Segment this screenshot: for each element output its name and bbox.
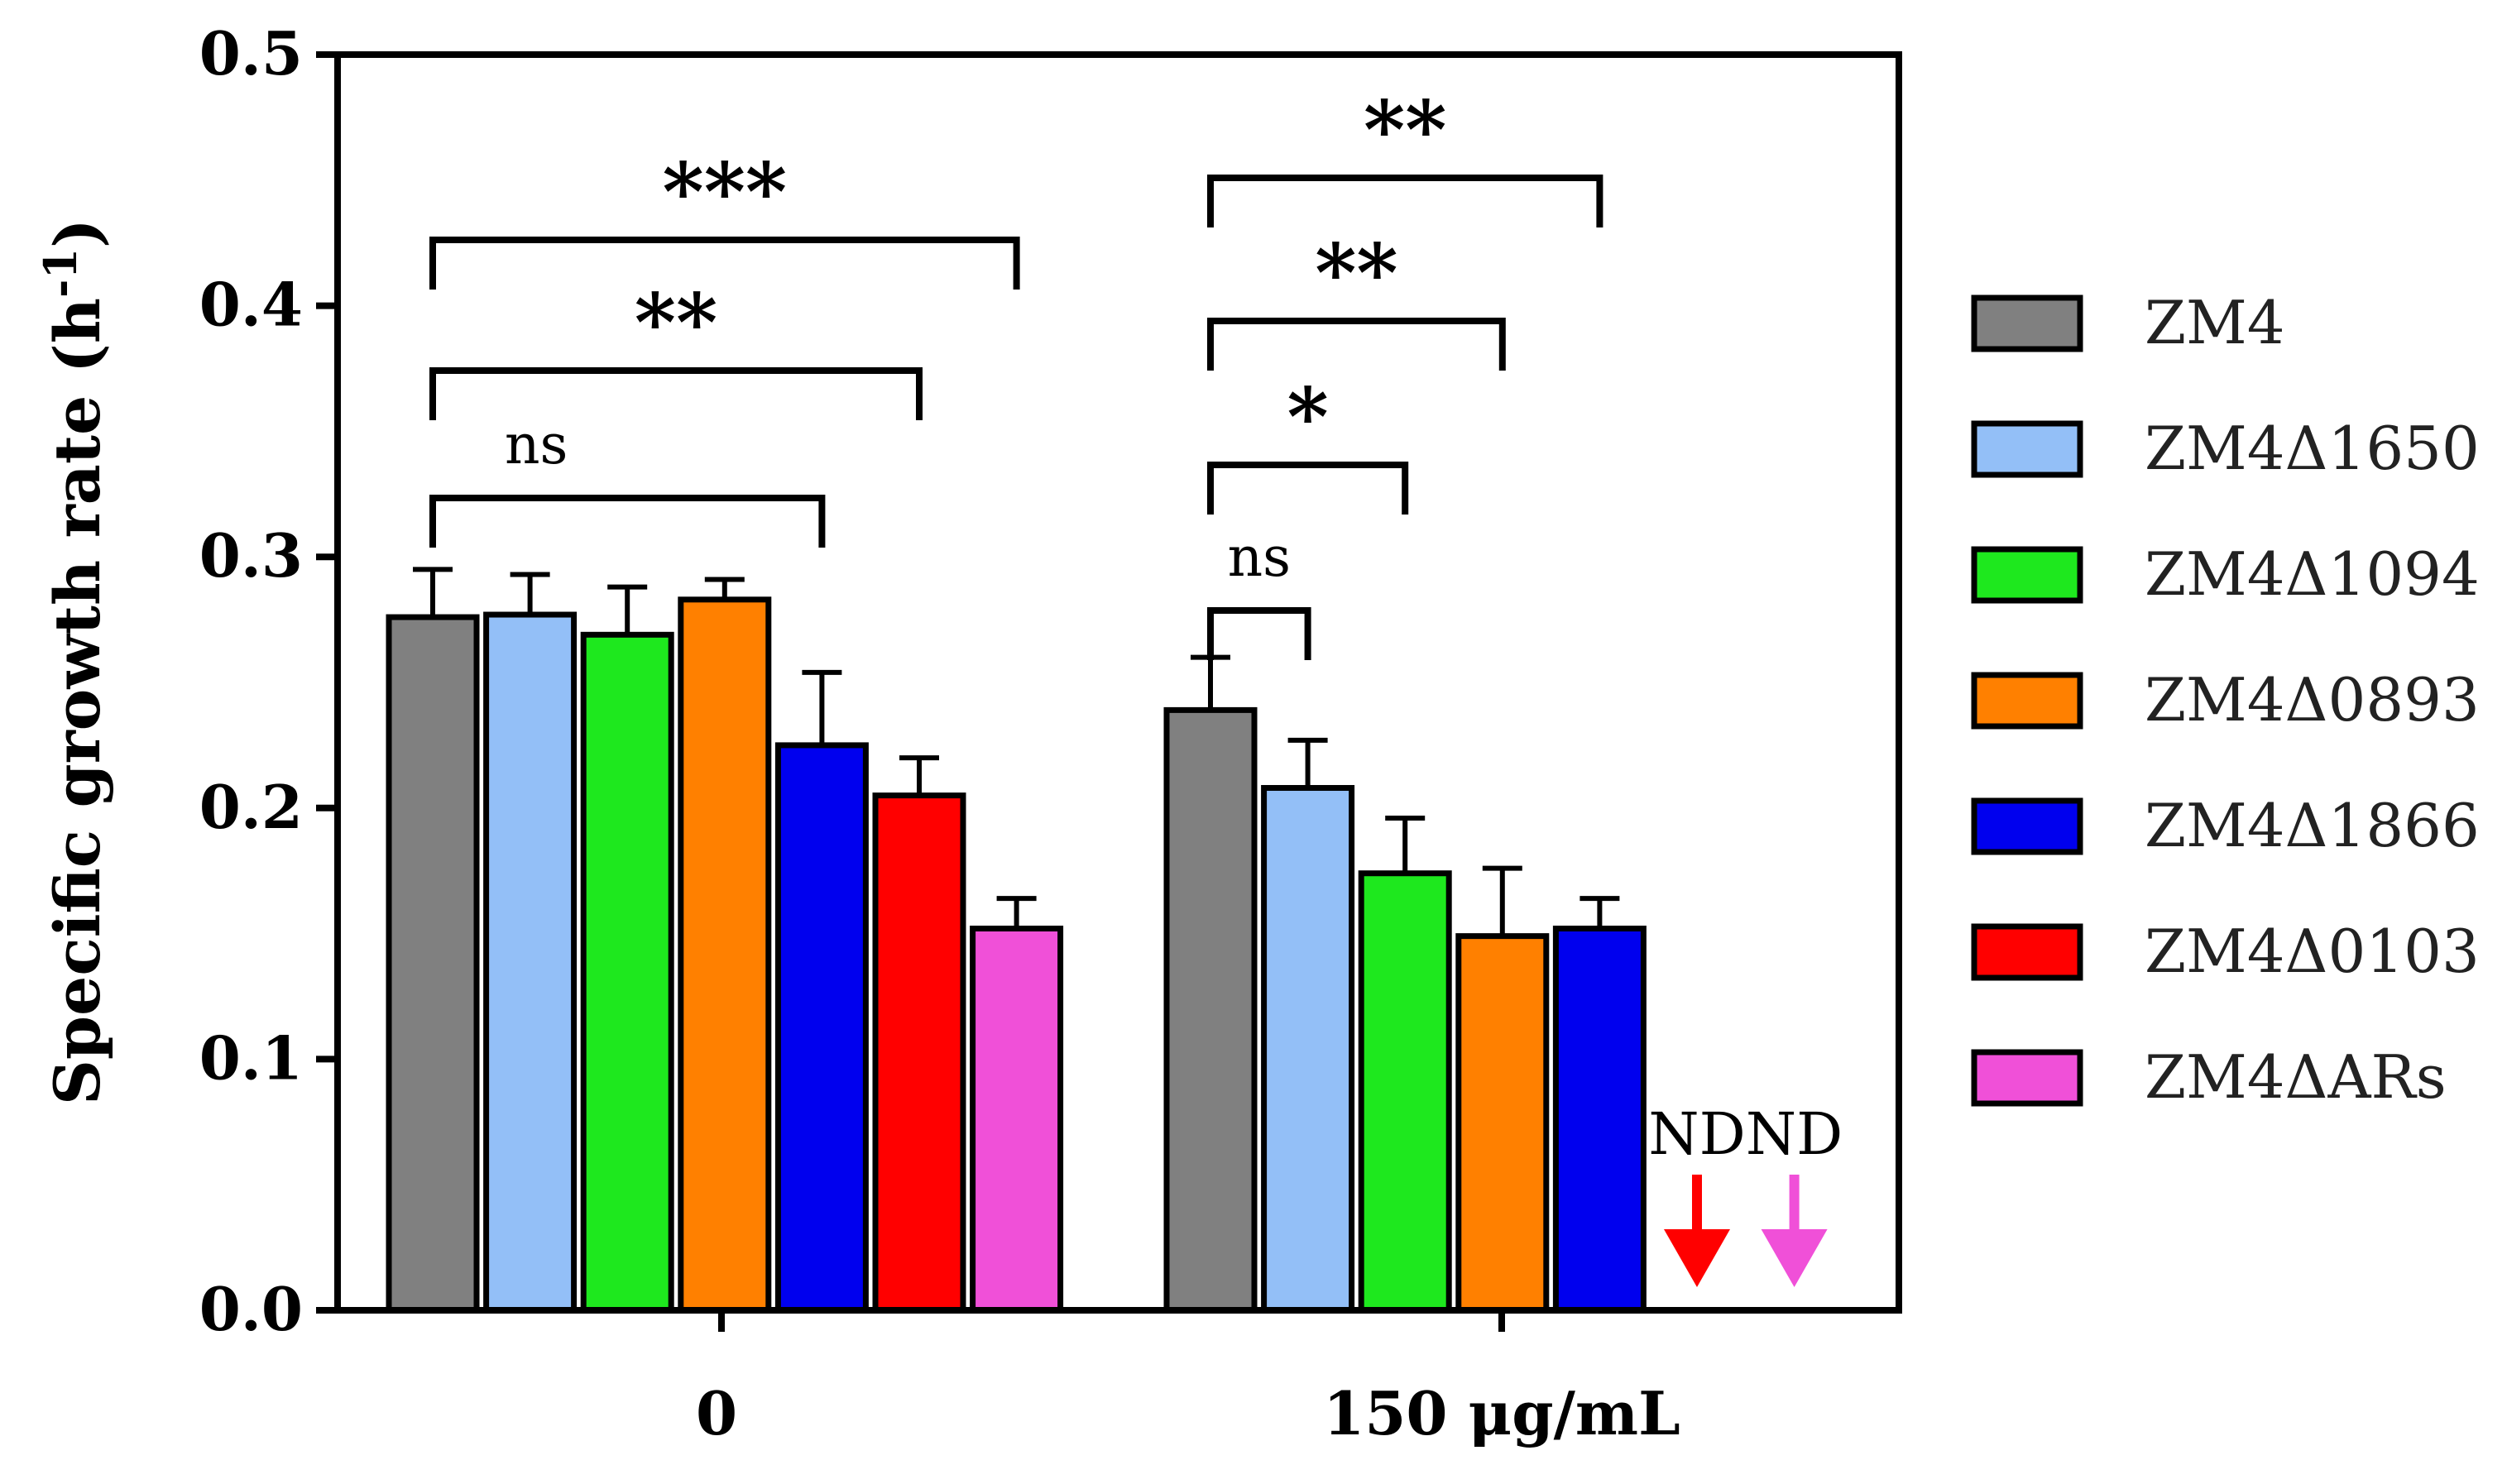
y-axis-title-close: ) (41, 218, 114, 248)
legend-label: ZM4Δ0103 (2145, 917, 2480, 986)
legend-swatch (1971, 672, 2083, 730)
significance-label: ** (1315, 227, 1397, 320)
bar (1261, 785, 1355, 1314)
legend-label: ZM4Δ0893 (2145, 665, 2480, 735)
legend-label: ZM4 (2145, 288, 2285, 357)
y-axis-title: Specific growth rate (h-1) (34, 218, 114, 1105)
bar (872, 792, 966, 1314)
bar (970, 926, 1064, 1314)
nd-label: ND (1648, 1100, 1745, 1168)
legend-swatch (1971, 294, 2083, 352)
significance-label: ns (505, 413, 568, 476)
legend: ZM4 ZM4Δ1650 ZM4Δ1094 ZM4Δ0893 ZM4Δ1866 ZM4Δ0… (1971, 288, 2480, 1112)
plot-area: ND ND (386, 567, 1843, 1314)
bar (1163, 706, 1258, 1314)
y-tick-label: 0.3 (199, 520, 303, 591)
significance-bracket (1207, 462, 1409, 515)
legend-swatch (1971, 923, 2083, 981)
significance-bracket (429, 237, 1020, 290)
legend-swatch (1971, 420, 2083, 478)
legend-swatch (1971, 1049, 2083, 1107)
y-tick-label: 0.2 (199, 772, 303, 842)
significance-bracket (1207, 175, 1603, 227)
bar (1552, 926, 1647, 1314)
y-tick-label: 0.1 (199, 1022, 303, 1093)
nd-label: ND (1746, 1100, 1843, 1168)
bar (580, 631, 674, 1314)
axes: 0.0 0.1 0.2 0.3 0.4 0.5 0 150 μg/mL (199, 18, 1902, 1448)
legend-label: ZM4ΔARs (2145, 1042, 2447, 1112)
legend-swatch (1971, 797, 2083, 855)
legend-label: ZM4Δ1650 (2145, 414, 2480, 483)
significance-label: ns (1228, 525, 1291, 589)
y-axis-title-superscript: -1 (34, 248, 87, 298)
significance-bracket (429, 495, 826, 548)
significance-label: ** (635, 276, 717, 370)
x-tick-label: 0 (696, 1378, 737, 1448)
significance-label: ** (1364, 84, 1446, 177)
legend-swatch (1971, 546, 2083, 604)
bar (386, 614, 480, 1314)
legend-label: ZM4Δ1866 (2145, 791, 2480, 860)
bar (678, 596, 772, 1314)
y-tick-label: 0.5 (199, 18, 303, 89)
bar (1358, 870, 1452, 1314)
y-tick-label: 0.0 (199, 1274, 303, 1344)
bar (774, 742, 869, 1314)
y-tick-label: 0.4 (199, 270, 303, 340)
significance-bracket (1207, 318, 1506, 371)
significance-bracket (1207, 607, 1311, 660)
nd-arrow-head (1761, 1229, 1828, 1287)
bar (1455, 933, 1550, 1314)
significance-label: * (1287, 371, 1328, 464)
bar (483, 611, 578, 1314)
x-tick-label: 150 μg/mL (1323, 1378, 1680, 1448)
significance-brackets: ns*****ns***** (429, 84, 1603, 660)
legend-label: ZM4Δ1094 (2145, 539, 2480, 609)
significance-bracket (429, 367, 923, 420)
nd-arrow-head (1664, 1229, 1730, 1287)
significance-label: *** (662, 146, 787, 239)
plot-frame (334, 51, 1902, 1314)
